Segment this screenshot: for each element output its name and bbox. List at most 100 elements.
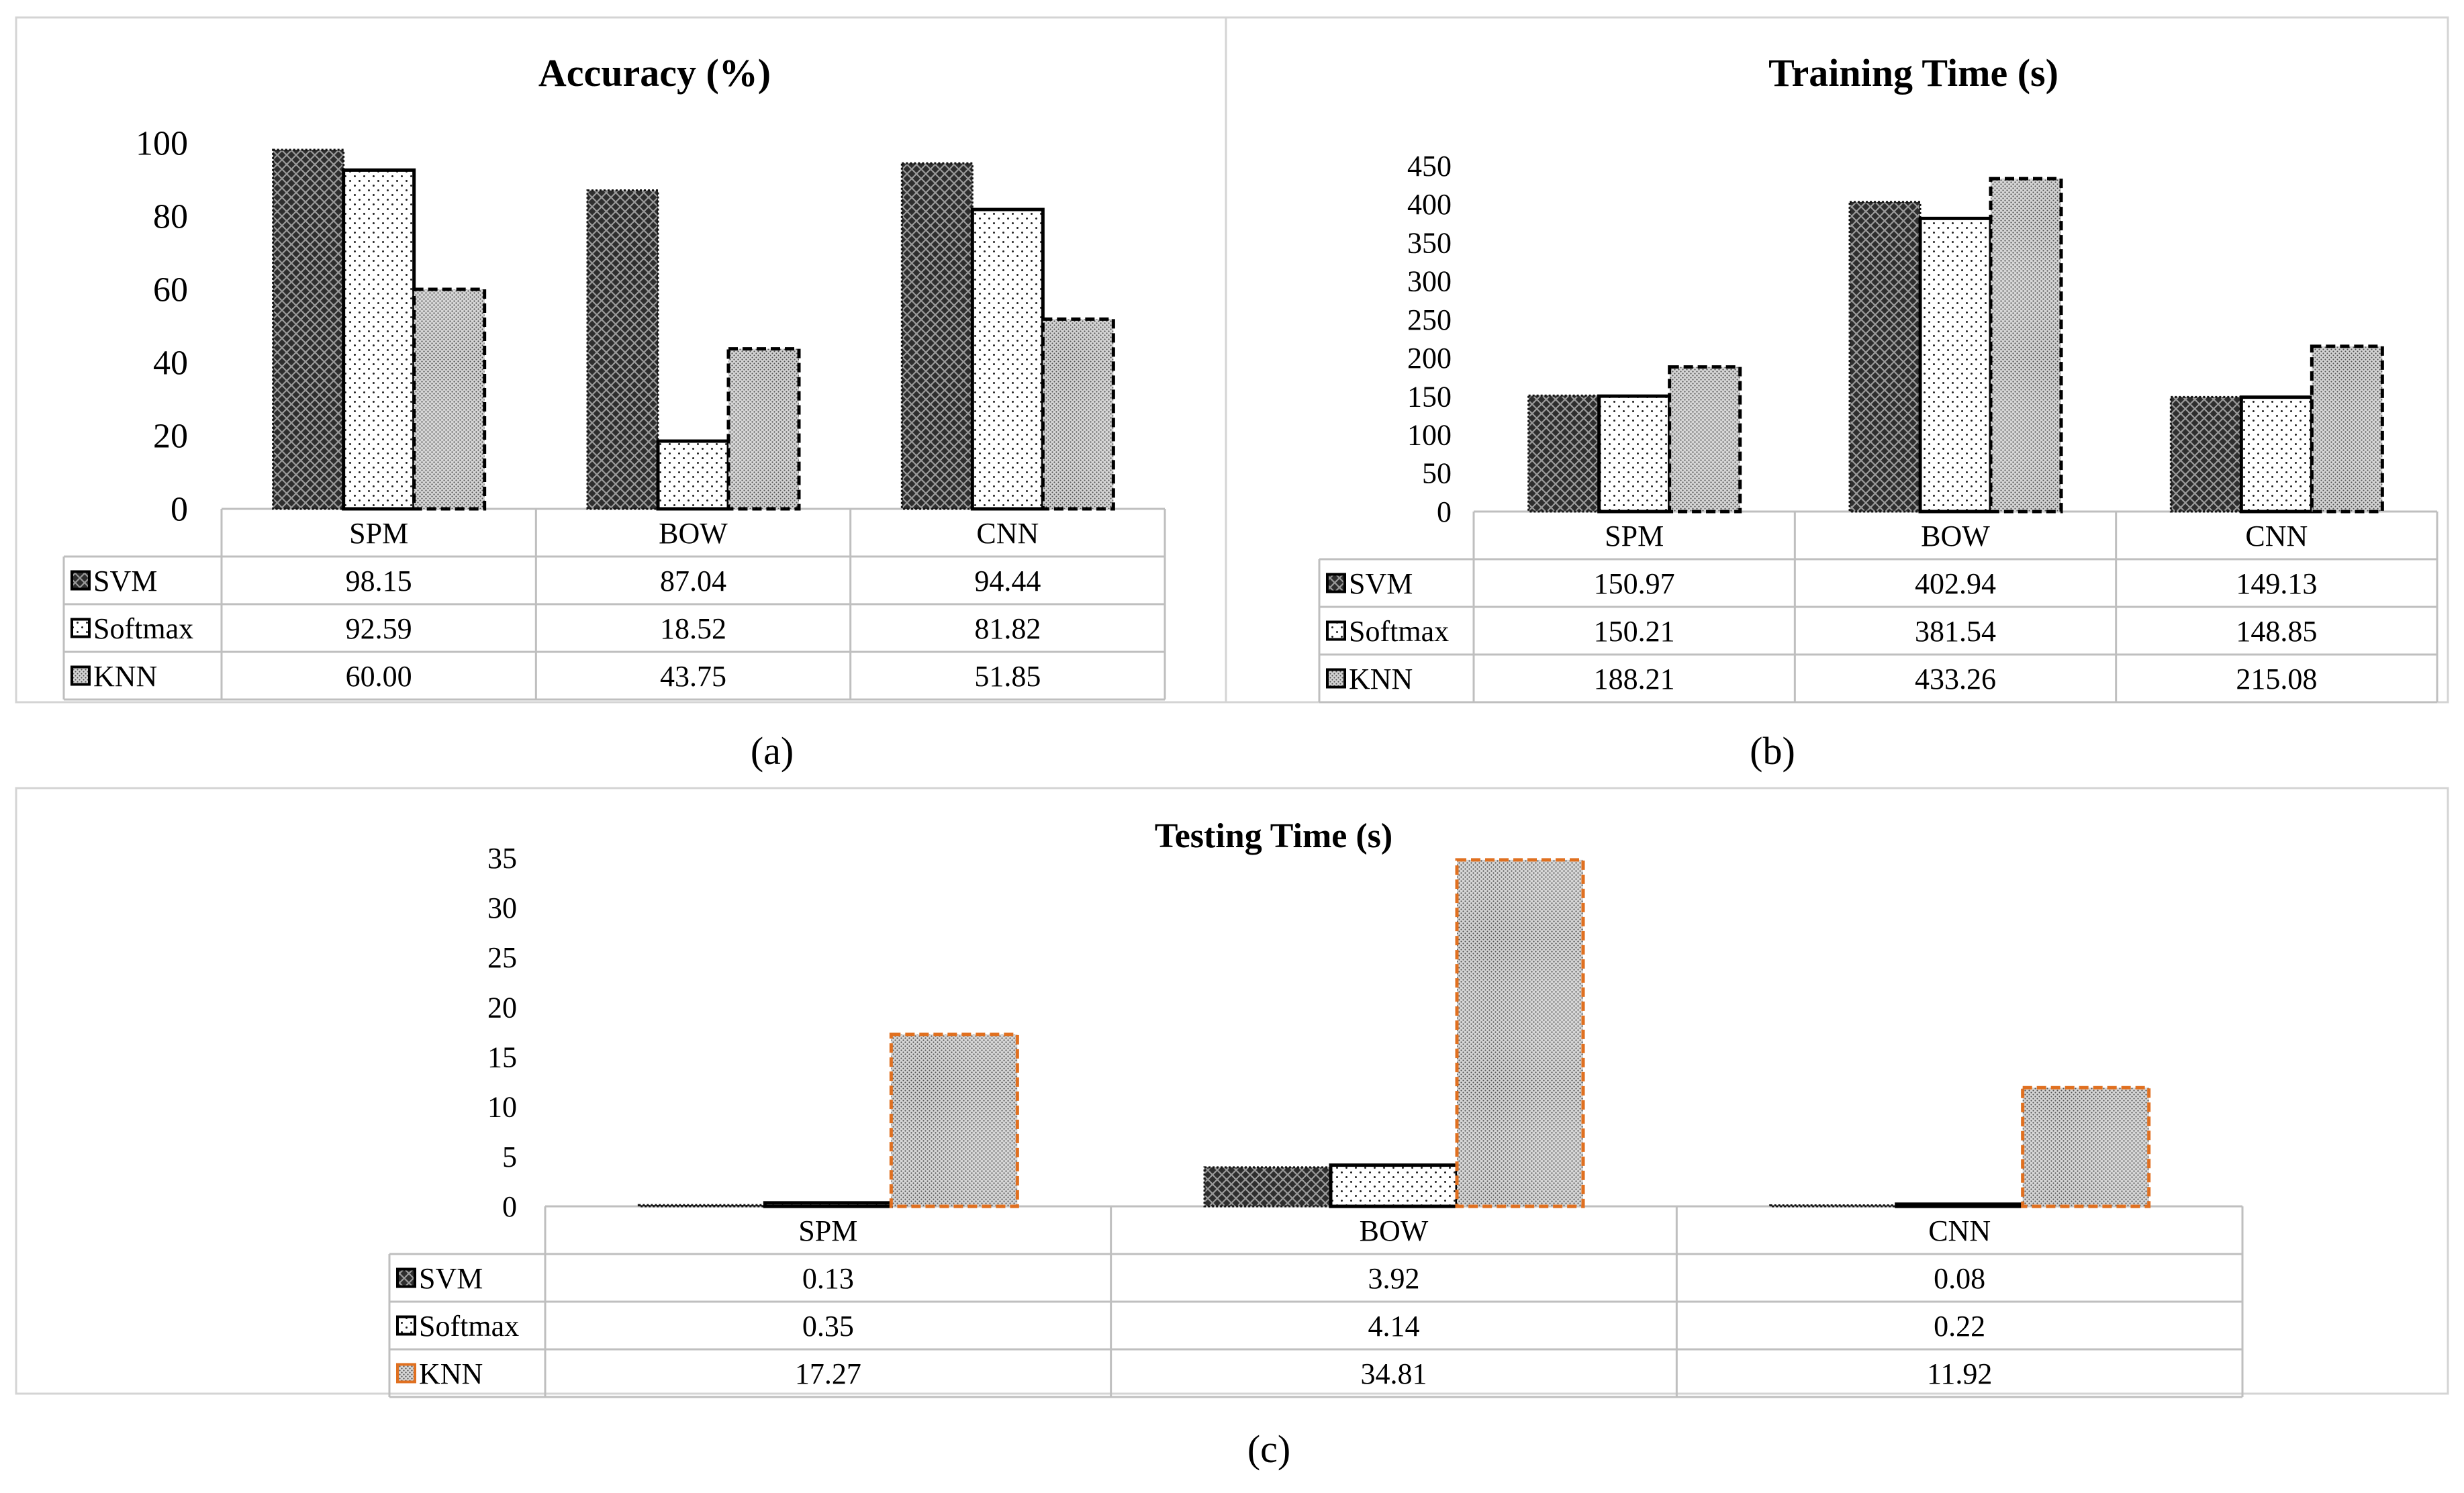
testing-time-s-cell-svm-cnn: 0.08 xyxy=(1934,1262,1985,1295)
accuracy-cell-knn-cnn: 51.85 xyxy=(974,660,1041,693)
panel-b-frame xyxy=(1225,16,2449,704)
training-time-s-bar-svm-bow xyxy=(1848,201,1922,513)
testing-time-s-legend-label-softmax: Softmax xyxy=(419,1310,519,1343)
testing-time-s-bar-svm-cnn xyxy=(1769,1204,1898,1208)
accuracy-bar-softmax-spm xyxy=(342,168,416,511)
training-time-s-bar-knn-cnn xyxy=(2310,344,2384,514)
accuracy-legend-key-svm xyxy=(70,570,91,591)
accuracy-legend-key-knn xyxy=(70,665,91,686)
training-time-s-cell-softmax-bow: 381.54 xyxy=(1915,615,1996,648)
training-time-s-ytick-400: 400 xyxy=(1407,188,1452,221)
training-time-s-cell-svm-bow: 402.94 xyxy=(1915,567,1996,600)
testing-time-s-bar-knn-spm xyxy=(889,1032,1019,1208)
testing-time-s-ytick-0: 0 xyxy=(502,1190,517,1223)
testing-time-s-ytick-35: 35 xyxy=(487,842,517,875)
testing-time-s-bar-knn-cnn xyxy=(2021,1086,2151,1208)
accuracy-bar-knn-bow xyxy=(726,347,801,511)
testing-time-s-cell-softmax-cnn: 0.22 xyxy=(1934,1310,1985,1343)
accuracy-legend-label-svm: SVM xyxy=(93,565,157,597)
chart-accuracy: Accuracy (%) 0 20 40 60 80 100 SPM BOW CNN SVM 98.1… xyxy=(62,51,1166,701)
accuracy-ytick-0: 0 xyxy=(171,491,188,529)
testing-time-s-ytick-30: 30 xyxy=(487,892,517,924)
testing-time-s-cell-knn-spm: 17.27 xyxy=(795,1357,861,1390)
training-time-s-title: Training Time (s) xyxy=(1768,51,2058,95)
testing-time-s-category-spm: SPM xyxy=(798,1214,857,1247)
testing-time-s-category-cnn: CNN xyxy=(1928,1214,1991,1247)
testing-time-s-bar-svm-bow xyxy=(1203,1166,1332,1208)
testing-time-s-cell-svm-bow: 3.92 xyxy=(1368,1262,1420,1295)
testing-time-s-ytick-25: 25 xyxy=(487,941,517,974)
accuracy-cell-softmax-spm: 92.59 xyxy=(346,612,412,645)
accuracy-bar-knn-cnn xyxy=(1041,317,1115,511)
accuracy-cell-svm-spm: 98.15 xyxy=(346,565,412,597)
testing-time-s-ytick-20: 20 xyxy=(487,991,517,1024)
training-time-s-bar-svm-cnn xyxy=(2169,395,2242,513)
training-time-s-ytick-200: 200 xyxy=(1407,342,1452,375)
training-time-s-cell-softmax-spm: 150.21 xyxy=(1594,615,1675,648)
chart-testing-time: Testing Time (s) 0 5 10 15 20 25 30 35 SPM BOW CNN S… xyxy=(388,817,2244,1398)
training-time-s-cell-softmax-cnn: 148.85 xyxy=(2236,615,2317,648)
training-time-s-bar-softmax-spm xyxy=(1597,394,1672,514)
training-time-s-cell-knn-cnn: 215.08 xyxy=(2236,663,2317,695)
testing-time-s-cell-softmax-spm: 0.35 xyxy=(802,1310,854,1343)
training-time-s-legend-label-softmax: Softmax xyxy=(1349,615,1449,648)
accuracy-ytick-100: 100 xyxy=(136,125,188,163)
accuracy-category-spm: SPM xyxy=(349,517,408,550)
testing-time-s-bar-softmax-cnn xyxy=(1895,1202,2025,1208)
training-time-s-ytick-350: 350 xyxy=(1407,226,1452,259)
training-time-s-category-cnn: CNN xyxy=(2245,520,2308,552)
testing-time-s-bar-softmax-bow xyxy=(1329,1163,1459,1208)
training-time-s-legend-key-softmax xyxy=(1326,620,1346,641)
testing-time-s-legend-key-svm xyxy=(396,1267,416,1288)
training-time-s-ytick-300: 300 xyxy=(1407,265,1452,298)
training-time-s-cell-knn-bow: 433.26 xyxy=(1915,663,1996,695)
panel-label-a: (a) xyxy=(751,729,794,773)
testing-time-s-legend-label-knn: KNN xyxy=(419,1357,483,1390)
accuracy-legend-label-softmax: Softmax xyxy=(93,612,193,645)
training-time-s-bar-softmax-bow xyxy=(1918,216,1993,514)
accuracy-cell-knn-bow: 43.75 xyxy=(660,660,726,693)
training-time-s-legend-label-knn: KNN xyxy=(1349,663,1413,695)
training-time-s-legend-label-svm: SVM xyxy=(1349,567,1413,600)
testing-time-s-legend-key-knn xyxy=(396,1363,416,1384)
training-time-s-ytick-50: 50 xyxy=(1422,457,1452,490)
training-time-s-ytick-150: 150 xyxy=(1407,380,1452,413)
training-time-s-cell-svm-spm: 150.97 xyxy=(1594,567,1675,600)
accuracy-ytick-60: 60 xyxy=(153,271,188,309)
training-time-s-ytick-100: 100 xyxy=(1407,419,1452,452)
accuracy-legend-label-knn: KNN xyxy=(93,660,157,693)
training-time-s-category-bow: BOW xyxy=(1921,520,1990,552)
accuracy-bar-softmax-bow xyxy=(656,439,730,511)
accuracy-bar-svm-spm xyxy=(272,148,345,510)
testing-time-s-ytick-5: 5 xyxy=(502,1141,517,1173)
testing-time-s-bar-svm-spm xyxy=(637,1204,766,1208)
accuracy-bar-svm-bow xyxy=(586,189,659,510)
accuracy-ytick-80: 80 xyxy=(153,198,188,236)
accuracy-cell-svm-bow: 87.04 xyxy=(660,565,726,597)
accuracy-cell-softmax-cnn: 81.82 xyxy=(974,612,1041,645)
training-time-s-bar-svm-spm xyxy=(1527,394,1601,513)
panel-label-c: (c) xyxy=(1247,1427,1290,1471)
accuracy-cell-softmax-bow: 18.52 xyxy=(660,612,726,645)
accuracy-cell-knn-spm: 60.00 xyxy=(346,660,412,693)
training-time-s-bar-knn-spm xyxy=(1668,365,1742,514)
training-time-s-cell-knn-spm: 188.21 xyxy=(1594,663,1675,695)
accuracy-ytick-20: 20 xyxy=(153,418,188,456)
testing-time-s-ytick-10: 10 xyxy=(487,1091,517,1124)
testing-time-s-cell-svm-spm: 0.13 xyxy=(802,1262,854,1295)
training-time-s-ytick-0: 0 xyxy=(1437,495,1452,528)
testing-time-s-bar-knn-bow xyxy=(1455,858,1585,1208)
testing-time-s-legend-key-softmax xyxy=(396,1315,416,1336)
testing-time-s-legend-label-svm: SVM xyxy=(419,1262,483,1295)
training-time-s-legend-key-knn xyxy=(1326,668,1346,689)
training-time-s-cell-svm-cnn: 149.13 xyxy=(2236,567,2317,600)
testing-time-s-cell-knn-cnn: 11.92 xyxy=(1927,1357,1992,1390)
accuracy-title: Accuracy (%) xyxy=(538,51,771,95)
training-time-s-category-spm: SPM xyxy=(1605,520,1664,552)
testing-time-s-bar-softmax-spm xyxy=(763,1201,893,1208)
accuracy-ytick-40: 40 xyxy=(153,344,188,383)
training-time-s-ytick-250: 250 xyxy=(1407,303,1452,336)
accuracy-bar-knn-spm xyxy=(412,287,487,511)
training-time-s-legend-key-svm xyxy=(1326,573,1346,593)
